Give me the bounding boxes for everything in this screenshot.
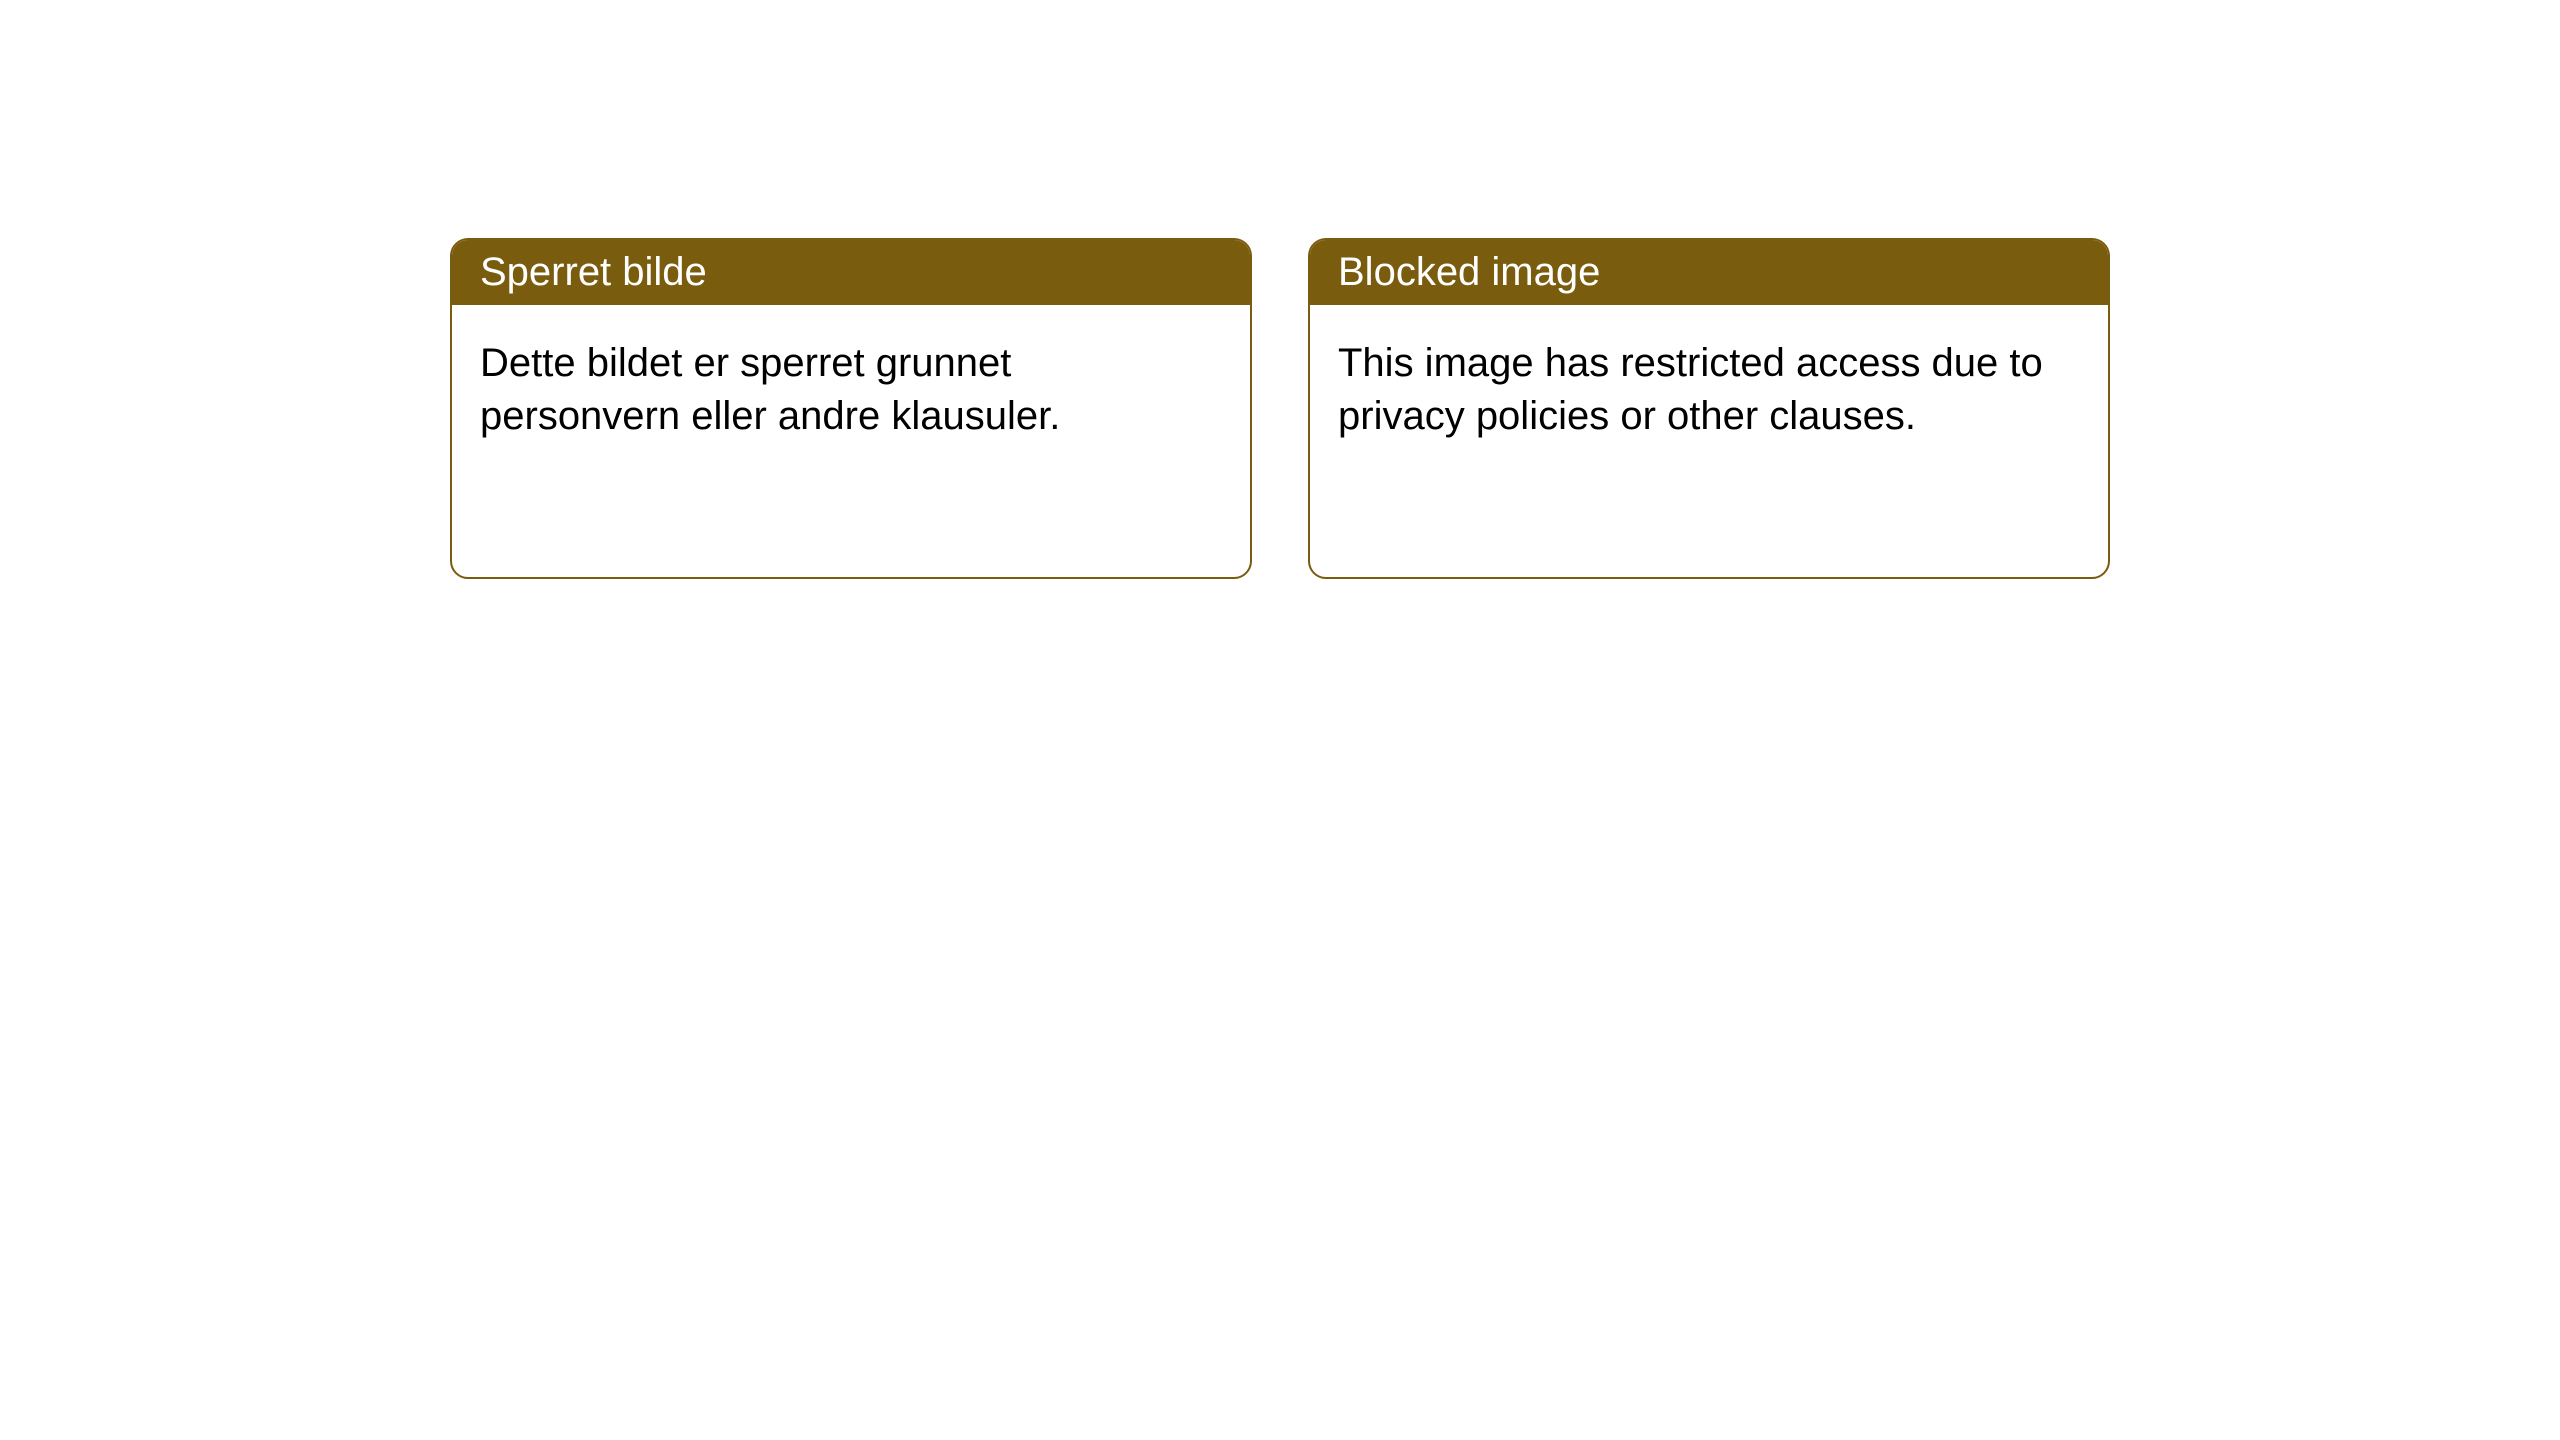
notice-card-norwegian: Sperret bilde Dette bildet er sperret gr… xyxy=(450,238,1252,579)
notice-body: Dette bildet er sperret grunnet personve… xyxy=(452,305,1250,577)
notice-title: Blocked image xyxy=(1310,240,2108,305)
notice-title: Sperret bilde xyxy=(452,240,1250,305)
notice-body: This image has restricted access due to … xyxy=(1310,305,2108,577)
notice-card-english: Blocked image This image has restricted … xyxy=(1308,238,2110,579)
notice-container: Sperret bilde Dette bildet er sperret gr… xyxy=(0,0,2560,579)
